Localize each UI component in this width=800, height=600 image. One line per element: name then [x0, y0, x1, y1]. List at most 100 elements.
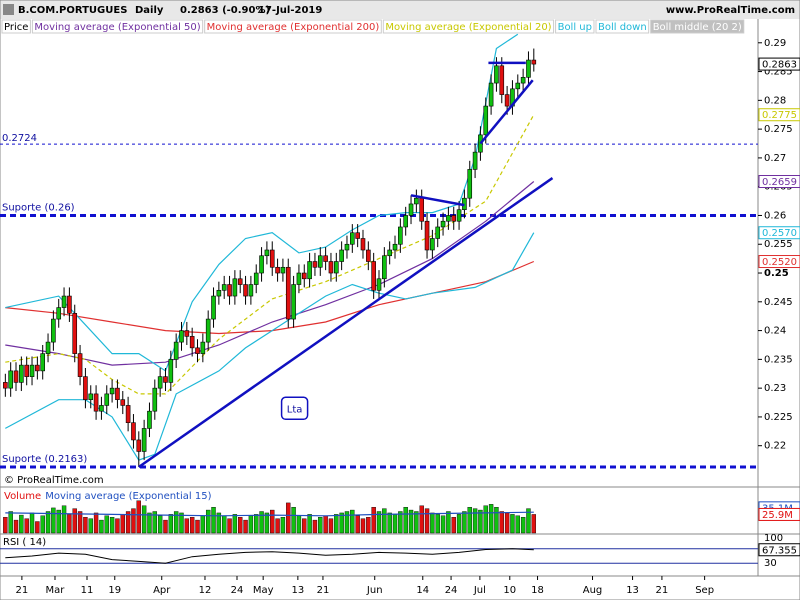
- volume-bar: [152, 511, 158, 534]
- legend-bg: [1, 19, 31, 34]
- volume-bar: [24, 518, 29, 534]
- candle-body: [366, 249, 371, 262]
- volume-bar: [248, 515, 254, 534]
- candle-body: [398, 226, 403, 245]
- candle-body: [40, 353, 46, 372]
- volume-ma-line: [5, 511, 534, 517]
- annotation-box: [280, 396, 309, 421]
- candle-body: [446, 215, 451, 222]
- trendline: [410, 194, 465, 207]
- candle-body: [51, 318, 56, 343]
- candle-body: [296, 272, 302, 285]
- volume-bar: [510, 514, 515, 534]
- x-tick-label: 13: [626, 585, 639, 596]
- candle-body: [307, 261, 312, 280]
- volume-bar: [387, 512, 392, 534]
- x-tick-label: 12: [199, 585, 212, 596]
- indicator-line: [5, 114, 535, 395]
- value-badge-label: 0.2659: [762, 177, 797, 188]
- value-badge: [758, 57, 800, 71]
- volume-bar: [414, 511, 419, 534]
- candle-body: [440, 220, 446, 228]
- volume-bar: [125, 511, 131, 534]
- x-tick-label: 14: [416, 585, 429, 596]
- legend-entry: Moving average (Exponential 50): [34, 22, 200, 33]
- legend-bg: [555, 19, 595, 34]
- candle-body: [227, 284, 232, 297]
- rsi-line: [5, 548, 534, 564]
- volume-bar: [296, 515, 302, 534]
- candle-body: [13, 370, 19, 383]
- candle-body: [376, 278, 382, 291]
- candle-body: [515, 82, 521, 90]
- date: 17-Jul-2019: [258, 5, 322, 16]
- trendline: [479, 79, 534, 145]
- candle-body: [328, 261, 334, 274]
- volume-bar: [131, 508, 136, 534]
- y-tick-label: 0.25: [764, 268, 789, 279]
- volume-bar: [99, 519, 104, 534]
- volume-bar: [376, 511, 382, 534]
- candle-body: [414, 197, 419, 205]
- indicator-line: [5, 33, 519, 372]
- candle-body: [173, 341, 179, 360]
- y-tick-label: 0.245: [764, 297, 793, 308]
- x-tick-label: 11: [81, 585, 94, 596]
- candle-body: [72, 313, 78, 354]
- volume-bar: [3, 517, 8, 534]
- candle-body: [61, 295, 67, 308]
- candle-body: [323, 255, 328, 262]
- y-tick-label: 0.255: [764, 239, 793, 250]
- candle-body: [333, 261, 339, 274]
- rsi-title: RSI ( 14): [3, 537, 46, 548]
- volume-bar: [163, 519, 168, 534]
- volume-bar: [216, 512, 222, 534]
- volume-bar: [238, 517, 243, 534]
- volume-bar: [307, 514, 312, 534]
- candle-body: [45, 341, 51, 354]
- volume-bar: [104, 515, 109, 534]
- candle-body: [301, 272, 307, 280]
- candle-body: [350, 232, 355, 245]
- candle-body: [24, 364, 29, 377]
- header-bar: [0, 0, 800, 19]
- volume-bar: [478, 509, 483, 534]
- volume-bar: [120, 514, 125, 534]
- y-tick-label: 0.225: [764, 412, 793, 423]
- volume-bar: [147, 512, 152, 534]
- candle-body: [531, 59, 537, 65]
- candle-body: [520, 77, 526, 84]
- y-tick-label: 0.26: [764, 210, 786, 221]
- candle-body: [195, 347, 200, 354]
- volume-bar: [141, 505, 147, 534]
- candle-body: [179, 330, 184, 343]
- volume-bar: [350, 509, 355, 534]
- volume-bar: [67, 514, 72, 534]
- volume-bar: [360, 518, 366, 534]
- volume-bar: [61, 505, 67, 534]
- volume-bar: [195, 519, 200, 534]
- volume-bar: [312, 519, 318, 534]
- candle-body: [339, 249, 344, 262]
- candle-body: [419, 197, 425, 222]
- volume-bar: [200, 515, 206, 534]
- volume-bar: [531, 514, 537, 534]
- candle-body: [221, 284, 227, 291]
- volume-bar: [83, 517, 88, 534]
- legend-bg: [595, 19, 650, 34]
- volume-bar: [211, 507, 216, 534]
- candle-body: [120, 399, 126, 406]
- volume-bar: [371, 507, 376, 534]
- candle-body: [312, 261, 318, 268]
- candle-body: [115, 387, 120, 400]
- candle-body: [456, 209, 462, 222]
- candle-body: [77, 353, 83, 377]
- volume-bar: [280, 517, 286, 534]
- candle-body: [56, 307, 62, 320]
- legend-bg: [204, 19, 382, 34]
- candle-body: [67, 295, 72, 314]
- level-label: Suporte (0.26): [2, 202, 75, 213]
- volume-bar: [72, 508, 77, 534]
- candle-body: [488, 82, 494, 107]
- candle-body: [253, 272, 259, 285]
